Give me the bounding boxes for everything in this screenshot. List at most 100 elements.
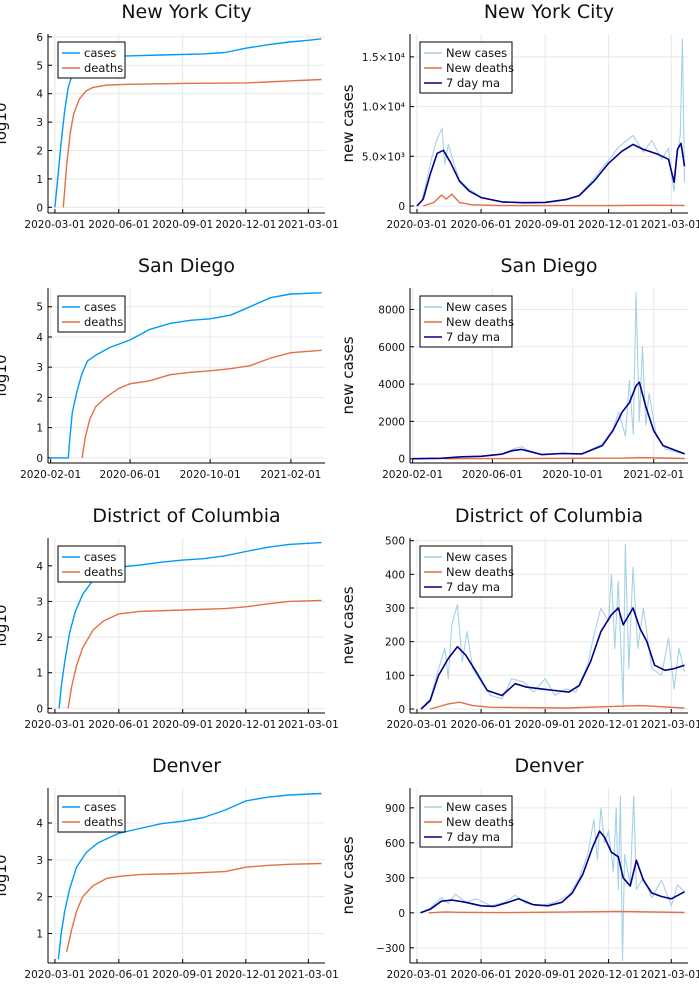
legend-entry: New cases bbox=[446, 46, 507, 60]
y-tick-label: 0 bbox=[398, 908, 405, 920]
x-tick-label: 2021-02-01 bbox=[623, 469, 684, 481]
x-tick-label: 2021-03-01 bbox=[278, 969, 339, 981]
chart-panel-sd-new: 0 2000 4000 6000 8000 2020-02-01 2020-06-01 202… bbox=[339, 255, 688, 481]
y-tick-label: 200 bbox=[385, 637, 405, 649]
series-line-deaths bbox=[62, 78, 322, 208]
y-tick-label: 1 bbox=[36, 929, 43, 941]
y-tick-label: 2 bbox=[36, 632, 43, 644]
legend-entry: deaths bbox=[84, 315, 123, 329]
legend-entry: 7 day ma bbox=[446, 580, 500, 594]
legend-entry: deaths bbox=[84, 565, 123, 579]
y-tick-label: 3 bbox=[36, 117, 43, 129]
y-axis-label: log10 bbox=[0, 605, 10, 647]
y-axis-label: new cases bbox=[339, 84, 357, 162]
x-tick-label: 2020-09-01 bbox=[515, 719, 576, 731]
series-line-deaths bbox=[66, 862, 322, 953]
y-axis-label: new cases bbox=[339, 336, 357, 414]
y-axis-label: new cases bbox=[339, 586, 357, 664]
chart-panel-dc-log: 0 1 2 3 4 2020-03-01 2020-06-01 2020-09-01 2020-… bbox=[0, 505, 339, 731]
x-tick-label: 2020-03-01 bbox=[24, 969, 85, 981]
x-tick-label: 2020-12-01 bbox=[215, 219, 276, 231]
legend-box bbox=[57, 545, 126, 583]
chart-title: San Diego bbox=[138, 255, 235, 277]
series-line-7-day-ma bbox=[420, 607, 685, 710]
y-axis-label: log10 bbox=[0, 103, 10, 145]
x-tick-label: 2020-12-01 bbox=[215, 969, 276, 981]
x-tick-label: 2020-09-01 bbox=[515, 219, 576, 231]
y-tick-label: −300 bbox=[376, 943, 405, 955]
y-tick-label: 3 bbox=[36, 596, 43, 608]
y-tick-label: 0 bbox=[398, 201, 405, 213]
legend-entry: New deaths bbox=[446, 565, 514, 579]
x-tick-label: 2020-10-01 bbox=[542, 469, 603, 481]
x-tick-label: 2020-09-01 bbox=[515, 969, 576, 981]
legend-entry: cases bbox=[84, 550, 116, 564]
x-tick-label: 2020-12-01 bbox=[578, 969, 639, 981]
y-tick-label: 4 bbox=[36, 332, 43, 344]
y-tick-label: 5.0×10³ bbox=[362, 151, 405, 163]
chart-title: San Diego bbox=[500, 255, 597, 277]
y-tick-label: 500 bbox=[385, 536, 405, 548]
series-line-deaths bbox=[67, 599, 322, 709]
series-line-cases bbox=[50, 292, 322, 459]
x-tick-label: 2020-09-01 bbox=[152, 219, 213, 231]
y-tick-label: 300 bbox=[385, 603, 405, 615]
legend-entry: New cases bbox=[446, 300, 507, 314]
y-tick-label: 0 bbox=[398, 454, 405, 466]
x-tick-label: 2021-03-01 bbox=[278, 219, 339, 231]
x-tick-label: 2020-03-01 bbox=[386, 969, 447, 981]
y-tick-label: 1.0×10⁴ bbox=[362, 102, 405, 114]
x-tick-label: 2020-06-01 bbox=[88, 719, 149, 731]
x-tick-label: 2021-03-01 bbox=[278, 719, 339, 731]
y-tick-label: 4 bbox=[36, 561, 43, 573]
legend-entry: cases bbox=[84, 800, 116, 814]
x-tick-label: 2021-02-01 bbox=[260, 469, 321, 481]
series-line-cases bbox=[58, 541, 322, 709]
y-tick-label: 100 bbox=[385, 670, 405, 682]
legend-entry: deaths bbox=[84, 61, 123, 75]
legend-entry: cases bbox=[84, 300, 116, 314]
x-tick-label: 2020-03-01 bbox=[386, 219, 447, 231]
x-tick-label: 2020-06-01 bbox=[451, 719, 512, 731]
y-tick-label: 300 bbox=[385, 873, 405, 885]
chart-title: Denver bbox=[514, 755, 583, 777]
chart-title: District of Columbia bbox=[455, 505, 643, 527]
y-tick-label: 1 bbox=[36, 668, 43, 680]
y-tick-label: 4 bbox=[36, 89, 43, 101]
chart-title: New York City bbox=[121, 1, 251, 23]
y-tick-label: 2 bbox=[36, 392, 43, 404]
y-tick-label: 600 bbox=[385, 838, 405, 850]
y-axis-label: log10 bbox=[0, 355, 10, 397]
y-tick-label: 1 bbox=[36, 174, 43, 186]
y-tick-label: 400 bbox=[385, 569, 405, 581]
x-tick-label: 2020-09-01 bbox=[152, 969, 213, 981]
x-tick-label: 2020-06-01 bbox=[462, 469, 523, 481]
y-tick-label: 6 bbox=[36, 32, 43, 44]
x-tick-label: 2020-09-01 bbox=[152, 719, 213, 731]
series-line-7-day-ma bbox=[420, 830, 685, 914]
y-tick-label: 6000 bbox=[378, 342, 405, 354]
series-line-new-cases bbox=[420, 543, 686, 710]
y-tick-label: 0 bbox=[398, 704, 405, 716]
legend-entry: New cases bbox=[446, 800, 507, 814]
x-tick-label: 2021-03-01 bbox=[641, 219, 699, 231]
legend-entry: 7 day ma bbox=[446, 330, 500, 344]
x-tick-label: 2020-03-01 bbox=[24, 219, 85, 231]
chart-panel-den-new: −300 0 300 600 900 2020-03-01 2020-06-01 2020-0… bbox=[339, 755, 699, 981]
chart-title: New York City bbox=[484, 1, 614, 23]
x-tick-label: 2020-02-01 bbox=[382, 469, 443, 481]
y-tick-label: 900 bbox=[385, 803, 405, 815]
x-tick-label: 2020-12-01 bbox=[578, 719, 639, 731]
legend-entry: New deaths bbox=[446, 815, 514, 829]
x-tick-label: 2020-03-01 bbox=[386, 719, 447, 731]
y-tick-label: 4 bbox=[36, 818, 43, 830]
series-line-deaths bbox=[81, 349, 322, 459]
y-tick-label: 3 bbox=[36, 362, 43, 374]
legend-box bbox=[57, 295, 126, 333]
legend-box bbox=[57, 795, 126, 833]
